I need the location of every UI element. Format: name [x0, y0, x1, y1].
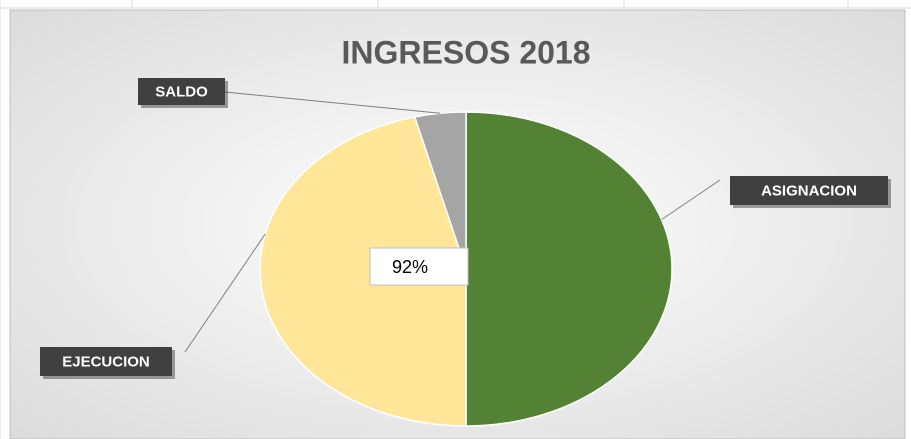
pie-slice: [259, 116, 467, 427]
pie-slice: [465, 111, 673, 427]
pie-slice: [413, 111, 467, 270]
category-label-box: [138, 78, 225, 105]
category-label: ASIGNACION: [761, 182, 857, 199]
category-label-box: [730, 176, 888, 205]
leader-line: [184, 233, 266, 353]
chart-title: INGRESOS 2018: [342, 34, 591, 70]
category-label: SALDO: [155, 83, 208, 100]
category-label: EJECUCION: [62, 353, 150, 370]
category-label-box: [40, 347, 172, 376]
leader-line: [661, 179, 721, 221]
leader-line: [224, 91, 441, 114]
data-label: 92%: [392, 257, 428, 277]
data-label-box: [369, 247, 469, 286]
